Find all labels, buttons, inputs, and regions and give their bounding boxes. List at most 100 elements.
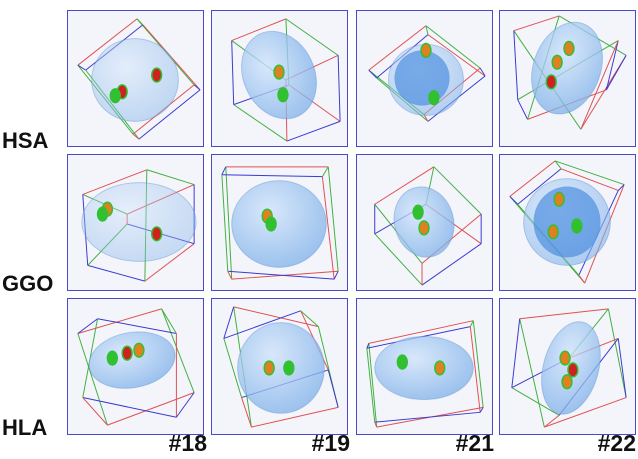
bounding-box-edge bbox=[578, 274, 586, 284]
activation-spot bbox=[412, 204, 424, 220]
panel-ggo-21 bbox=[356, 154, 493, 291]
panel-hla-22 bbox=[499, 298, 636, 435]
activation-spot bbox=[434, 360, 446, 376]
panel-hsa-21 bbox=[356, 10, 493, 147]
activation-spot bbox=[133, 342, 145, 358]
bounding-box-edge bbox=[366, 343, 370, 349]
bounding-box-edge bbox=[327, 166, 339, 272]
activation-spot bbox=[263, 360, 275, 376]
bounding-box-edge bbox=[479, 407, 484, 413]
volume-surface bbox=[88, 331, 176, 389]
bounding-box-edge bbox=[513, 30, 519, 100]
bounding-box-edge bbox=[251, 406, 339, 428]
bounding-box-edge bbox=[132, 133, 140, 140]
bounding-box-edge bbox=[605, 40, 619, 90]
activation-spot bbox=[563, 40, 575, 57]
bounding-box-edge bbox=[136, 18, 144, 26]
bounding-box-edge bbox=[227, 270, 335, 280]
volume-surface bbox=[531, 21, 603, 115]
bounding-box-edge bbox=[554, 160, 562, 170]
bounding-box-edge bbox=[321, 166, 329, 177]
bounding-box-edge bbox=[433, 166, 482, 215]
bounding-box-edge bbox=[511, 318, 521, 388]
activation-spot bbox=[553, 191, 565, 207]
volume-render bbox=[511, 308, 627, 428]
volume-render bbox=[368, 25, 486, 122]
activation-spot bbox=[96, 206, 109, 222]
volume-render bbox=[77, 18, 201, 140]
bounding-box-edge bbox=[233, 306, 319, 328]
activation-spot bbox=[561, 374, 573, 390]
activation-spot bbox=[567, 362, 579, 378]
panel-hla-18 bbox=[67, 298, 204, 435]
panel-hsa-19 bbox=[211, 10, 348, 147]
bounding-box-edge bbox=[425, 25, 429, 35]
bounding-box-edge bbox=[469, 320, 474, 327]
volume-surface bbox=[81, 182, 197, 262]
bounding-box-edge bbox=[300, 310, 319, 327]
activation-spot bbox=[547, 224, 559, 240]
bounding-box-edge bbox=[77, 333, 108, 426]
bounding-box-edge bbox=[472, 320, 484, 408]
activation-spot bbox=[121, 345, 133, 361]
panel-ggo-22 bbox=[499, 154, 636, 291]
bounding-box-edge bbox=[286, 120, 341, 142]
bounding-box-edge bbox=[337, 55, 341, 122]
bounding-box-edge bbox=[517, 168, 562, 205]
activation-spot bbox=[151, 226, 163, 242]
panel-hsa-22 bbox=[499, 10, 636, 147]
bounding-box-edge bbox=[82, 397, 177, 418]
activation-spot bbox=[277, 87, 289, 103]
bounding-box-edge bbox=[225, 166, 233, 280]
bounding-box-edge bbox=[509, 196, 519, 205]
bounding-box-edge bbox=[321, 176, 335, 280]
bounding-box-edge bbox=[374, 166, 435, 205]
bounding-box-edge bbox=[87, 264, 145, 282]
bounding-box-edge bbox=[479, 67, 486, 77]
bounding-box-edge bbox=[77, 64, 86, 71]
activation-spot bbox=[428, 90, 440, 106]
bounding-box-edge bbox=[175, 392, 195, 418]
bounding-box-edge bbox=[161, 308, 195, 393]
bounding-box-edge bbox=[425, 25, 481, 69]
activation-spot bbox=[571, 218, 583, 234]
bounding-box-edge bbox=[368, 343, 378, 428]
bounding-box-edge bbox=[97, 318, 177, 334]
volume-render bbox=[374, 166, 482, 286]
volume-render bbox=[77, 308, 195, 426]
column-label-21: #21 bbox=[455, 430, 494, 456]
bounding-box-edge bbox=[223, 338, 243, 398]
bounding-box-edge bbox=[368, 69, 378, 79]
volume-surface bbox=[374, 335, 474, 401]
bounding-box-edge bbox=[285, 18, 339, 56]
bounding-box-edge bbox=[617, 338, 627, 398]
activation-spot bbox=[551, 54, 563, 70]
bounding-box-edge bbox=[605, 55, 627, 91]
column-label-19: #19 bbox=[311, 430, 350, 456]
activation-spot bbox=[273, 64, 285, 80]
activation-spot bbox=[418, 220, 430, 236]
bounding-box-edge bbox=[617, 184, 625, 191]
bounding-box-edge bbox=[513, 15, 560, 32]
bounding-box-edge bbox=[368, 320, 474, 344]
bounding-box-edge bbox=[231, 40, 235, 105]
activation-spot bbox=[545, 74, 557, 90]
bounding-box-edge bbox=[138, 89, 201, 140]
bounding-box-edge bbox=[555, 160, 625, 186]
panel-ggo-19 bbox=[211, 154, 348, 291]
bounding-box-edge bbox=[223, 310, 301, 339]
bounding-box-edge bbox=[231, 18, 287, 42]
activation-spot bbox=[106, 350, 119, 366]
bounding-box-edge bbox=[607, 308, 627, 398]
bounding-box-edge bbox=[560, 168, 619, 191]
volume-surface bbox=[231, 180, 327, 268]
volume-render bbox=[221, 166, 339, 280]
activation-spot bbox=[265, 216, 277, 232]
bounding-box-edge bbox=[368, 25, 427, 71]
activation-spot bbox=[109, 88, 121, 104]
volume-render bbox=[366, 320, 484, 428]
bounding-box-edge bbox=[544, 397, 627, 428]
volume-surface bbox=[91, 38, 179, 122]
bounding-box-edge bbox=[374, 411, 481, 423]
bounding-box-edge bbox=[544, 414, 560, 428]
